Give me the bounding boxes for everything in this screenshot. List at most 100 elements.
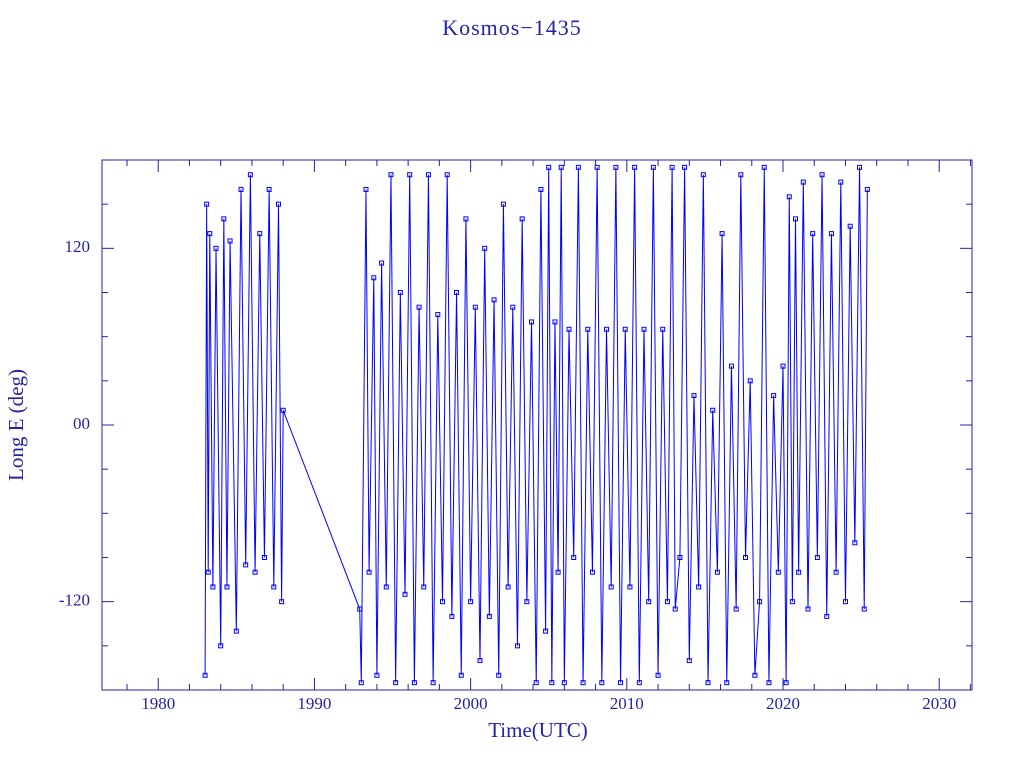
x-tick-label: 1980 [141, 694, 175, 713]
data-point [374, 672, 380, 678]
data-point [646, 599, 652, 605]
data-point [416, 304, 422, 310]
data-point [397, 290, 403, 295]
data-point [279, 599, 285, 605]
data-point [519, 216, 525, 222]
data-point [496, 672, 502, 678]
chart-title: Kosmos−1435 [442, 15, 582, 40]
data-point [660, 326, 666, 332]
data-point [449, 613, 455, 619]
data-point [793, 216, 799, 222]
data-point [682, 164, 688, 170]
data-point [771, 393, 777, 399]
y-tick-label: 120 [65, 237, 91, 256]
data-point [261, 555, 267, 560]
data-point [468, 599, 474, 605]
data-point [819, 172, 825, 178]
data-point [655, 672, 661, 678]
data-point [800, 179, 806, 185]
data-point [700, 172, 706, 178]
data-point [388, 172, 394, 178]
data-point [393, 680, 399, 686]
data-point [271, 584, 277, 590]
data-point [227, 238, 233, 244]
data-point [275, 201, 281, 207]
data-point [524, 599, 530, 605]
data-point [533, 680, 539, 686]
data-point [580, 680, 586, 686]
data-point [238, 186, 244, 192]
data-point [430, 680, 436, 686]
data-point [477, 658, 483, 664]
data-point [752, 672, 758, 678]
data-point [486, 613, 492, 619]
data-point [810, 231, 816, 237]
data-point [529, 319, 535, 325]
data-point [371, 275, 377, 281]
data-point [243, 562, 249, 568]
data-point [213, 245, 219, 251]
data-point [505, 584, 511, 590]
data-point [357, 606, 363, 612]
y-tick-label: -120 [59, 591, 90, 610]
data-point [828, 231, 834, 237]
data-point [766, 680, 772, 686]
data-point [543, 628, 549, 634]
data-point [482, 245, 488, 251]
data-point [691, 393, 697, 399]
data-point [402, 591, 408, 597]
data-point [594, 164, 600, 170]
data-point [622, 326, 628, 332]
data-point [510, 304, 516, 310]
data-point [549, 680, 555, 686]
data-point [857, 164, 863, 170]
data-point [696, 584, 702, 590]
data-point [864, 186, 870, 192]
data-point [738, 172, 744, 178]
data-point [411, 680, 417, 686]
data-point [761, 164, 767, 170]
data-point [383, 584, 389, 590]
data-point [491, 297, 497, 303]
data-point [757, 599, 763, 605]
data-point [435, 312, 441, 318]
data-point [202, 672, 208, 678]
data-point [824, 613, 830, 619]
data-point [677, 555, 683, 560]
data-point [664, 599, 670, 605]
data-point [566, 326, 572, 332]
data-point [719, 231, 725, 237]
data-point [842, 599, 848, 605]
x-tick-label: 2030 [922, 694, 956, 713]
data-point [838, 179, 844, 185]
data-point [366, 569, 372, 575]
x-tick-label: 2000 [454, 694, 488, 713]
x-tick-label: 1990 [297, 694, 331, 713]
data-point [686, 658, 692, 664]
data-point [585, 326, 591, 332]
data-point [796, 569, 802, 575]
data-point [207, 231, 213, 237]
data-point [789, 599, 795, 605]
data-point [833, 569, 839, 575]
x-tick-label: 2020 [766, 694, 800, 713]
data-point [555, 569, 561, 575]
data-point [743, 555, 749, 560]
data-point [747, 378, 753, 384]
data-point [257, 231, 263, 237]
data-point [710, 407, 716, 413]
data-point [425, 172, 431, 178]
data-point [280, 407, 286, 413]
data-point [552, 319, 558, 325]
data-point [247, 172, 253, 178]
data-point [575, 164, 581, 170]
data-point [786, 194, 792, 200]
x-axis-label: Time(UTC) [488, 718, 588, 742]
data-point [775, 569, 781, 575]
data-point [636, 680, 642, 686]
data-point [641, 326, 647, 332]
data-point [599, 680, 605, 686]
data-point [472, 304, 478, 310]
data-point [463, 216, 469, 222]
data-point [458, 672, 464, 678]
